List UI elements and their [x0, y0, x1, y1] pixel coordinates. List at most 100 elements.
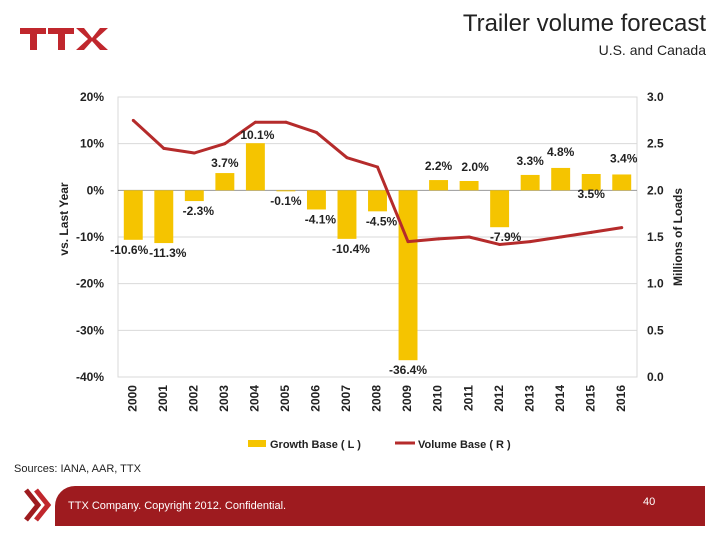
volume-point — [498, 242, 502, 246]
volume-point — [345, 156, 349, 160]
growth-data-label: -4.5% — [366, 214, 398, 228]
growth-data-label: 2.2% — [425, 159, 453, 173]
y-tick-left-label: -10% — [76, 230, 104, 244]
growth-bar — [490, 190, 510, 228]
x-tick-label: 2001 — [156, 385, 170, 412]
slide-subtitle: U.S. and Canada — [598, 42, 706, 58]
growth-data-label: 3.4% — [610, 151, 638, 165]
growth-data-label: -11.3% — [149, 246, 187, 260]
growth-bar — [429, 180, 449, 191]
legend: Growth Base ( L ) Volume Base ( R ) — [248, 439, 511, 451]
chart: -10.6% -11.3% -2.3% 3.7%10.1% -0.1%-4.1% -10.… — [57, 90, 685, 451]
gridlines — [117, 96, 638, 378]
volume-point — [406, 240, 410, 244]
axes: 20% 10% 0% -10% -20% -30% -40% 3.0 2.5 2.0 1.5 1.0 0… — [76, 90, 664, 412]
growth-data-label: 3.3% — [516, 154, 544, 168]
footer-copyright: TTX Company. Copyright 2012. Confidentia… — [68, 500, 287, 512]
growth-bar — [459, 181, 479, 191]
page-number: 40 — [643, 496, 656, 508]
sources-note: Sources: IANA, AAR, TTX — [14, 463, 141, 475]
x-tick-label: 2014 — [553, 385, 567, 412]
ttx-logo — [20, 28, 108, 50]
growth-data-label: 3.7% — [211, 156, 239, 170]
y-tick-right-label: 2.0 — [647, 183, 664, 197]
y-tick-right-label: 1.0 — [647, 277, 664, 291]
volume-point — [192, 151, 196, 155]
y-tick-right-label: 2.5 — [647, 137, 664, 151]
growth-bar — [368, 190, 387, 212]
growth-bar — [551, 167, 571, 191]
growth-data-label: -4.1% — [305, 212, 337, 226]
volume-point — [528, 240, 532, 244]
growth-bar — [215, 173, 235, 191]
y-tick-left-label: -30% — [76, 323, 104, 337]
growth-data-label: 3.5% — [578, 187, 606, 201]
volume-point — [223, 142, 227, 146]
growth-data-label: -0.1% — [270, 194, 302, 208]
growth-bar — [154, 190, 174, 244]
growth-bar — [245, 143, 265, 191]
volume-point — [314, 130, 318, 134]
volume-point — [589, 230, 593, 234]
x-tick-label: 2015 — [583, 385, 597, 412]
y-tick-left-label: 0% — [87, 183, 105, 197]
y-tick-left-label: -40% — [76, 370, 104, 384]
y-tick-right-label: 1.5 — [647, 230, 664, 244]
growth-data-label: 4.8% — [547, 145, 575, 159]
growth-bar — [612, 174, 632, 191]
volume-point — [284, 120, 288, 124]
x-tick-label: 2008 — [370, 385, 384, 412]
y-tick-right-label: 3.0 — [647, 90, 664, 104]
y-tick-left-label: -20% — [76, 277, 104, 291]
growth-data-label: 2.0% — [461, 160, 489, 174]
y-tick-left-label: 20% — [80, 90, 104, 104]
data-labels: -10.6% -11.3% -2.3% 3.7%10.1% -0.1%-4.1% -10.… — [110, 128, 637, 377]
x-tick-label: 2012 — [492, 385, 506, 412]
growth-bar — [276, 190, 296, 192]
y-axis-right-label: Millions of Loads — [671, 188, 685, 286]
legend-label-volume: Volume Base ( R ) — [418, 439, 511, 451]
volume-point — [131, 118, 135, 122]
growth-data-label: -2.3% — [183, 204, 215, 218]
x-tick-label: 2000 — [125, 385, 139, 412]
y-tick-right-label: 0.0 — [647, 370, 664, 384]
x-tick-label: 2005 — [278, 385, 292, 412]
volume-point — [620, 226, 624, 230]
legend-label-growth: Growth Base ( L ) — [270, 439, 361, 451]
growth-data-label: -10.4% — [332, 242, 370, 256]
x-tick-label: 2016 — [614, 385, 628, 412]
x-tick-label: 2007 — [339, 385, 353, 412]
growth-bar — [306, 190, 326, 210]
growth-bar — [123, 190, 143, 240]
x-tick-label: 2002 — [186, 385, 200, 412]
legend-swatch-growth — [248, 440, 266, 447]
slide-title: Trailer volume forecast — [462, 10, 706, 37]
x-tick-label: 2010 — [431, 385, 445, 412]
growth-bar — [520, 174, 540, 191]
growth-data-label: -7.9% — [490, 230, 522, 244]
growth-bar — [184, 190, 204, 202]
volume-point — [559, 235, 563, 239]
x-tick-label: 2003 — [217, 385, 231, 412]
growth-data-label: 10.1% — [240, 128, 274, 142]
volume-point — [162, 146, 166, 150]
growth-data-label: -10.6% — [110, 243, 148, 257]
x-tick-label: 2013 — [522, 385, 536, 412]
growth-data-label: -36.4% — [389, 363, 427, 377]
footer-bar — [55, 486, 705, 526]
growth-bar — [581, 174, 601, 191]
x-tick-label: 2006 — [309, 385, 323, 412]
y-tick-left-label: 10% — [80, 137, 104, 151]
volume-point — [467, 235, 471, 239]
x-tick-label: 2011 — [461, 385, 475, 411]
x-tick-label: 2009 — [400, 385, 414, 412]
growth-bars — [123, 143, 632, 361]
y-axis-left-label: vs. Last Year — [57, 182, 71, 255]
growth-bar — [337, 190, 357, 239]
growth-bar — [398, 190, 418, 361]
chevron-logo-icon — [24, 488, 52, 522]
volume-point — [376, 165, 379, 169]
volume-point — [253, 120, 257, 124]
x-tick-label: 2004 — [248, 385, 262, 412]
volume-line-layer — [131, 118, 624, 246]
